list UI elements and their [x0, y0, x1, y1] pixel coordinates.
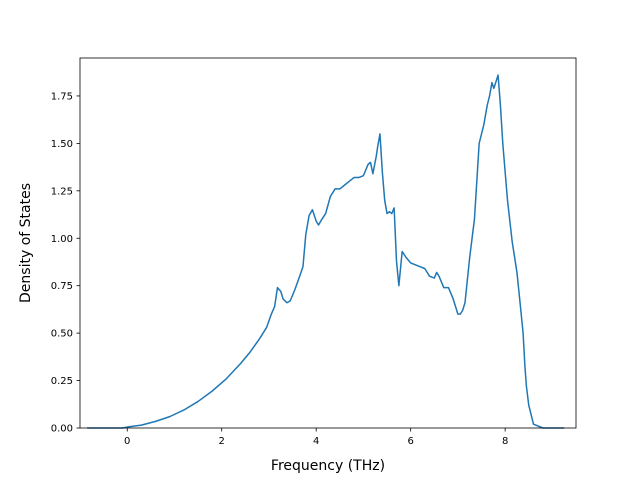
y-tick-label: 1.25	[51, 186, 73, 197]
y-tick-label: 0.00	[51, 424, 73, 435]
y-tick-label: 1.75	[51, 91, 73, 102]
x-tick-label: 2	[219, 436, 225, 447]
x-tick-label: 6	[407, 436, 413, 447]
y-tick-label: 0.25	[51, 376, 73, 387]
x-tick-label: 8	[502, 436, 508, 447]
line-layer	[87, 74, 565, 429]
x-tick-label: 0	[124, 436, 130, 447]
ticks-layer: 0 2 4 6 8 0.00 0.25 0.50 0.75 1.00 1.25 1.50 1.75	[51, 91, 509, 447]
y-tick-label: 1.50	[51, 139, 73, 150]
y-tick-label: 1.00	[51, 234, 73, 245]
y-tick-label: 0.50	[51, 329, 73, 340]
y-axis-label: Density of States	[18, 183, 34, 303]
dos-series-line	[87, 74, 565, 429]
plot-area-frame	[79, 57, 577, 429]
x-tick-label: 4	[313, 436, 319, 447]
y-tick-label: 0.75	[51, 281, 73, 292]
x-axis-label: Frequency (THz)	[271, 458, 385, 474]
